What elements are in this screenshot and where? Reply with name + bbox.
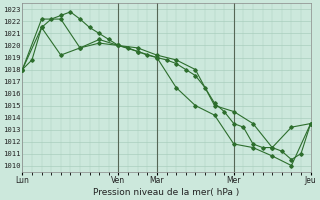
X-axis label: Pression niveau de la mer( hPa ): Pression niveau de la mer( hPa ) (93, 188, 240, 197)
